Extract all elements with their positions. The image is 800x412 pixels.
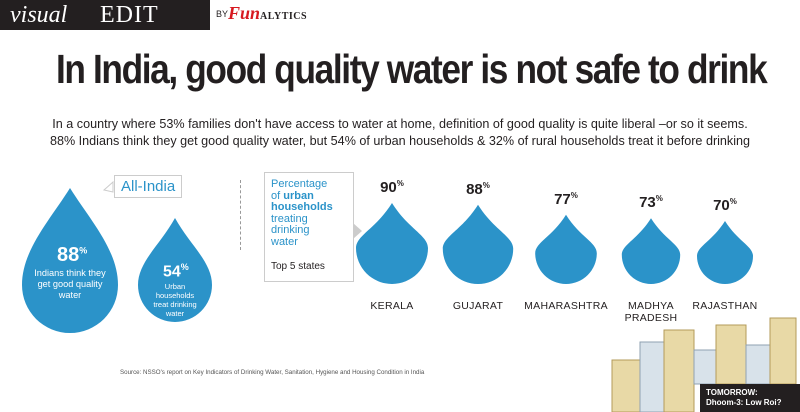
urban-54-text-line-3: water	[165, 309, 185, 318]
skyline-illustration	[611, 317, 797, 412]
all-india-label: All-India	[114, 175, 183, 198]
percent-sign: %	[180, 262, 189, 272]
state-value-maharashtra: 77%	[554, 190, 578, 208]
brand-visual: visual	[10, 2, 68, 28]
all-india-88-value: 88%	[57, 244, 87, 267]
state-value-madhya-pradesh: 73%	[639, 194, 663, 212]
all-india-pointer	[102, 180, 114, 193]
state-label-rajasthan: RAJASTHAN	[692, 300, 758, 312]
callout-line-5: treating	[271, 212, 308, 225]
state-value-kerala: 90%	[380, 179, 404, 196]
all-india-88-text-line-3: water	[58, 290, 82, 300]
state-drop-rajasthan	[697, 221, 753, 284]
callout-line-4: households	[271, 201, 333, 213]
state-label-maharashtra: MAHARASHTRA	[524, 300, 608, 312]
state-drop-madhya-pradesh	[621, 218, 681, 285]
state-label-madhya-pradesh: MADHYA PRADESH	[624, 300, 678, 324]
state-drop-kerala	[356, 203, 428, 284]
page-title: In India, good quality water is not safe…	[56, 46, 768, 92]
state-drop-gujarat	[442, 204, 514, 284]
all-india-88-number: 88	[57, 244, 80, 266]
logo-small: ALYTICS	[260, 11, 308, 22]
callout-line-7: water	[271, 235, 298, 248]
state-label-kerala: KERALA	[370, 300, 414, 312]
callout-line-2: of	[271, 189, 281, 202]
urban-54-value: 54%	[163, 262, 189, 281]
callout-line-2-wrap: of urban	[271, 189, 333, 203]
brand-edit: EDIT	[100, 2, 159, 28]
drop-88-all-india	[22, 188, 118, 333]
tomorrow-text: Dhoom-3: Low Roi?	[706, 398, 782, 407]
divider	[240, 180, 242, 250]
callout-text: Percentage of urban households treating …	[271, 178, 333, 248]
chart-callout: Percentage of urban households treating …	[264, 172, 362, 282]
callout-line-3: urban	[283, 189, 314, 202]
tomorrow-box: TOMORROW: Dhoom-3: Low Roi?	[700, 384, 800, 412]
source-note: Source: NSSO's report on Key Indicators …	[120, 369, 425, 376]
header: visual EDIT BY FunALYTICS	[0, 0, 800, 30]
callout-top-states: Top 5 states	[271, 261, 325, 272]
funalytics-logo: FunALYTICS	[228, 3, 307, 24]
callout-line-6: drinking	[271, 224, 310, 236]
state-label-gujarat: GUJARAT	[452, 300, 504, 312]
urban-54-text: Urban households treat drinking water	[145, 282, 205, 318]
logo-main: Fun	[228, 3, 261, 23]
state-value-rajasthan: 70%	[713, 197, 737, 214]
drop-54-urban	[138, 218, 212, 322]
all-india-88-text-line-1: Indians think they	[34, 268, 106, 278]
by-label: BY	[216, 9, 229, 19]
state-drop-maharashtra	[535, 214, 597, 284]
callout-pointer	[353, 223, 362, 239]
urban-54-text-line-1: Urban households	[155, 282, 195, 300]
percent-sign: %	[79, 245, 88, 256]
state-drops-group	[356, 203, 753, 285]
urban-54-text-line-2: treat drinking	[153, 300, 197, 309]
tomorrow-label: TOMORROW:	[706, 388, 758, 397]
subtitle-line-1: In a country where 53% families don't ha…	[52, 117, 748, 131]
all-india-88-text: Indians think they get good quality wate…	[30, 268, 110, 301]
brand-bar: visual EDIT	[0, 0, 210, 30]
state-value-gujarat: 88%	[466, 180, 490, 198]
callout-line-1: Percentage	[271, 178, 328, 190]
subtitle-line-2: 88% Indians think they get good quality …	[49, 134, 751, 148]
all-india-88-text-line-2: get good quality	[37, 279, 103, 289]
urban-54-number: 54	[163, 263, 181, 281]
subtitle: In a country where 53% families don't ha…	[0, 116, 800, 150]
